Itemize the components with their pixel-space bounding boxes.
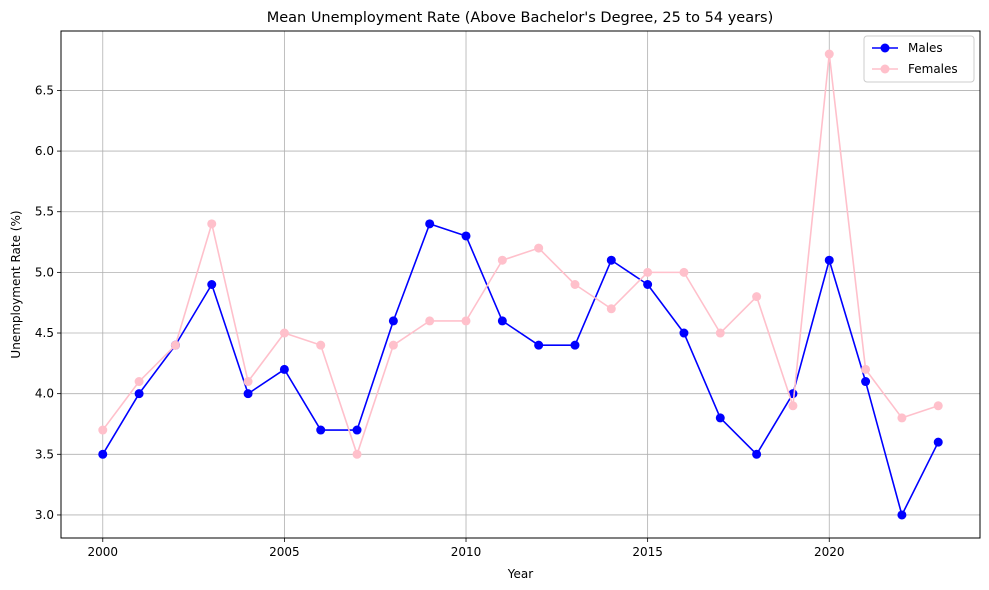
series-females (98, 49, 943, 459)
data-point (897, 413, 907, 423)
plot-frame (60, 30, 981, 539)
data-point (570, 280, 580, 289)
data-point (606, 304, 616, 314)
data-point (316, 425, 326, 435)
legend-marker (880, 64, 890, 74)
data-point (861, 377, 871, 387)
x-axis: 2000 2005 2010 2015 2020 (87, 538, 845, 559)
series-males (98, 219, 943, 520)
data-point (134, 377, 144, 387)
y-tick-label: 5.5 (35, 205, 54, 219)
data-point (279, 328, 289, 338)
data-point (497, 316, 507, 326)
data-point (752, 449, 762, 459)
series-layer (98, 49, 943, 520)
data-point (897, 510, 907, 520)
data-point (606, 255, 616, 265)
data-point (279, 364, 289, 374)
data-point (497, 255, 507, 265)
data-point (388, 316, 398, 326)
data-point (643, 267, 653, 277)
data-point (98, 425, 108, 435)
y-tick-label: 6.5 (35, 83, 54, 97)
y-axis: 3.0 3.5 4.0 4.5 5.0 5.5 6.0 6.5 (35, 83, 61, 522)
y-axis-label: Unemployment Rate (%) (9, 210, 23, 358)
data-point (715, 413, 725, 423)
data-point (861, 364, 871, 374)
y-tick-label: 6.0 (35, 144, 54, 158)
data-point (534, 243, 544, 253)
y-tick-label: 3.0 (35, 508, 54, 522)
data-point (98, 449, 108, 459)
data-point (243, 389, 253, 399)
y-tick-label: 4.0 (35, 387, 54, 401)
data-point (461, 316, 471, 326)
legend: Males Females (863, 35, 975, 83)
y-tick-label: 3.5 (35, 447, 54, 461)
data-point (679, 328, 689, 338)
data-point (425, 316, 435, 326)
data-point (570, 340, 580, 350)
data-point (715, 328, 725, 338)
data-point (643, 280, 653, 289)
legend-label: Females (908, 62, 958, 76)
data-point (788, 401, 798, 411)
data-point (824, 49, 834, 59)
data-point (352, 449, 362, 459)
legend-marker (880, 43, 890, 53)
data-point (824, 255, 834, 265)
y-tick-label: 5.0 (35, 265, 54, 279)
data-point (243, 377, 253, 387)
legend-label: Males (908, 41, 943, 55)
y-tick-label: 4.5 (35, 326, 54, 340)
data-point (316, 340, 326, 350)
data-point (679, 267, 689, 277)
data-point (207, 280, 217, 289)
data-point (134, 389, 144, 399)
x-axis-label: Year (507, 567, 533, 581)
chart-title: Mean Unemployment Rate (Above Bachelor's… (267, 10, 774, 26)
data-point (388, 340, 398, 350)
data-point (207, 219, 217, 229)
data-point (933, 401, 943, 411)
x-tick-label: 2010 (451, 545, 482, 559)
data-point (352, 425, 362, 435)
data-point (534, 340, 544, 350)
x-tick-label: 2000 (87, 545, 118, 559)
series-line (102, 223, 939, 516)
series-line (102, 53, 939, 456)
data-point (425, 219, 435, 229)
x-tick-label: 2015 (632, 545, 663, 559)
data-point (170, 340, 180, 350)
data-point (461, 231, 471, 241)
data-point (752, 292, 762, 302)
x-tick-label: 2020 (814, 545, 845, 559)
x-tick-label: 2005 (269, 545, 300, 559)
data-point (933, 437, 943, 447)
